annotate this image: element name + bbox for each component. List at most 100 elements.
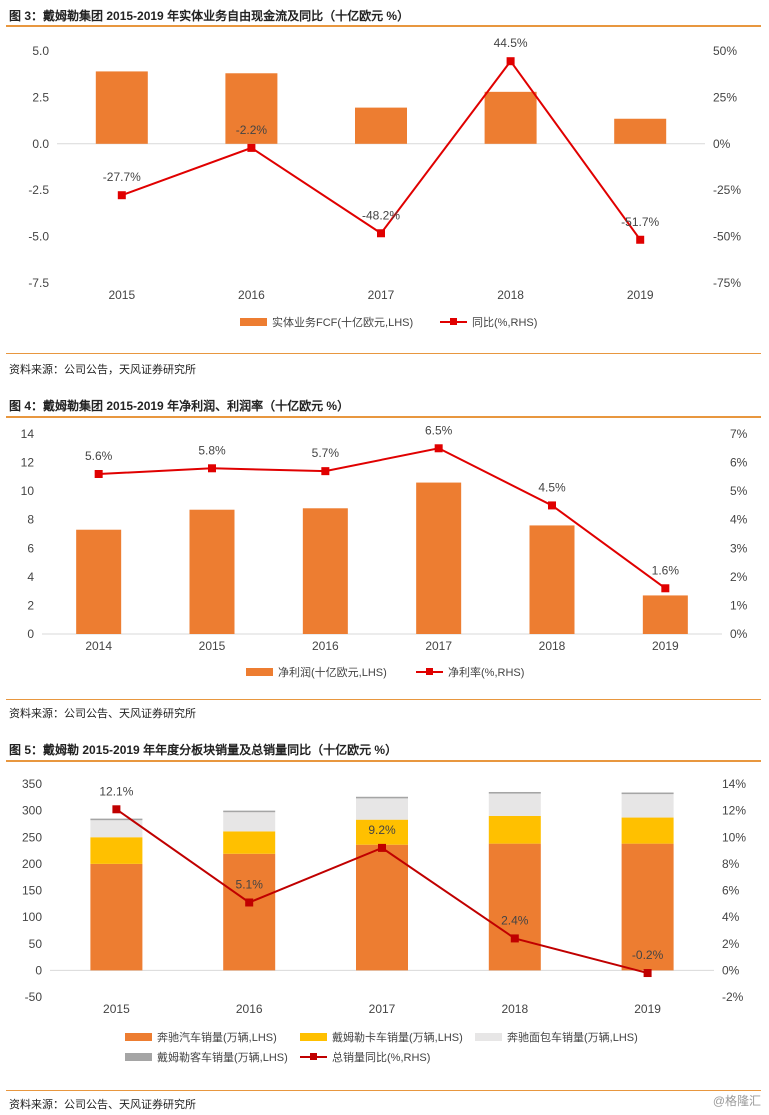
y-left-tick-label: 250	[22, 830, 42, 844]
y-right-tick-label: 3%	[730, 541, 748, 555]
line-point	[434, 444, 443, 453]
y-left-tick-label: 8	[27, 513, 34, 527]
figure-5-bottom-rule	[6, 1090, 761, 1091]
legend-swatch	[300, 1033, 327, 1041]
y-left-tick-label: 2	[27, 598, 34, 612]
y-right-tick-label: -75%	[713, 276, 741, 290]
figure-3-panel: 图 3：戴姆勒集团 2015-2019 年实体业务自由现金流及同比（十亿欧元 %…	[0, 0, 769, 376]
bar	[223, 812, 276, 832]
data-label: -27.7%	[103, 170, 141, 184]
data-label: -48.2%	[362, 208, 400, 222]
x-tick-label: 2017	[368, 288, 395, 302]
bar	[642, 595, 688, 634]
line-point	[661, 584, 670, 593]
legend-label: 戴姆勒卡车销量(万辆,LHS)	[332, 1030, 463, 1044]
bar	[484, 91, 537, 144]
y-right-tick-label: 6%	[722, 884, 740, 898]
legend-label: 实体业务FCF(十亿欧元,LHS)	[272, 315, 413, 329]
line-point	[377, 229, 385, 238]
legend-marker	[450, 318, 457, 325]
x-tick-label: 2015	[108, 288, 135, 302]
y-left-tick-label: -2.5	[28, 183, 49, 197]
x-tick-label: 2015	[199, 639, 226, 653]
figure-3-source: 资料来源：公司公告，天风证券研究所	[9, 364, 196, 376]
figure-5-source: 资料来源：公司公告、天风证券研究所	[9, 1099, 196, 1111]
x-tick-label: 2018	[539, 639, 566, 653]
x-tick-label: 2018	[497, 288, 524, 302]
y-left-tick-label: 0	[35, 963, 42, 977]
figure-4-panel: 图 4：戴姆勒集团 2015-2019 年净利润、利润率（十亿欧元 %） 14 1…	[0, 0, 769, 720]
figure-5-top-rule	[6, 760, 761, 762]
bar	[90, 818, 143, 821]
figure-4-source: 资料来源：公司公告、天风证券研究所	[9, 708, 196, 720]
y-left-tick-label: 350	[22, 777, 42, 791]
y-left-tick-label: 300	[22, 804, 42, 818]
x-tick-label: 2015	[103, 1002, 130, 1016]
bar	[621, 817, 674, 844]
legend-label: 奔驰面包车销量(万辆,LHS)	[507, 1030, 638, 1044]
y-left-tick-label: 100	[22, 910, 42, 924]
line-point	[94, 470, 103, 478]
figure-5-chart: 350 300 250 200 150 100 50 0 -50 14% 12% 10% 8% 6% 4% 2…	[22, 777, 746, 1064]
line-point	[636, 235, 645, 244]
y-right-tick-label: 1%	[730, 598, 748, 612]
y-left-tick-label: 12	[21, 456, 35, 470]
y-right-tick-label: -25%	[713, 183, 741, 197]
bar	[223, 853, 276, 971]
y-left-tick-label: -50	[25, 990, 43, 1004]
line-point	[117, 191, 126, 200]
y-right-tick-label: 14%	[722, 777, 746, 791]
data-label: 44.5%	[494, 36, 528, 50]
y-right-tick-label: 2%	[730, 570, 748, 584]
line-point	[506, 57, 515, 66]
data-label: -2.2%	[236, 123, 268, 137]
y-left-tick-label: 150	[22, 884, 42, 898]
data-label: -51.7%	[621, 215, 659, 229]
y-left-tick-label: 14	[21, 427, 35, 441]
legend-label: 净利率(%,RHS)	[448, 665, 524, 679]
legend-label: 戴姆勒客车销量(万辆,LHS)	[157, 1050, 288, 1064]
bar	[488, 791, 541, 794]
y-right-tick-label: -50%	[713, 230, 741, 244]
figure-3-bottom-rule	[6, 353, 761, 354]
y-right-tick-label: 50%	[713, 44, 737, 58]
legend-label: 总销量同比(%,RHS)	[332, 1050, 430, 1064]
bar	[355, 107, 407, 144]
y-right-tick-label: 7%	[730, 427, 748, 441]
x-tick-label: 2017	[369, 1002, 396, 1016]
line-point	[321, 467, 330, 476]
y-left-tick-label: 0.0	[32, 137, 49, 151]
data-label: 5.7%	[312, 446, 340, 460]
y-left-tick-label: 2.5	[32, 90, 49, 104]
line-point	[378, 843, 386, 852]
data-label: 4.5%	[538, 480, 566, 494]
y-left-tick-label: 50	[29, 937, 43, 951]
bar	[529, 525, 575, 634]
watermark: @格隆汇	[712, 1094, 761, 1108]
bar	[90, 863, 143, 971]
y-right-tick-label: 25%	[713, 90, 737, 104]
bar	[621, 843, 674, 971]
legend-marker	[310, 1053, 317, 1060]
legend-label: 同比(%,RHS)	[472, 316, 537, 329]
y-left-tick-label: 0	[27, 627, 34, 641]
figure-5-title: 图 5：戴姆勒 2015-2019 年年度分板块销量及总销量同比（十亿欧元 %）	[9, 743, 398, 757]
data-label: 9.2%	[368, 823, 396, 837]
data-label: 5.6%	[85, 449, 113, 463]
legend-label: 奔驰汽车销量(万辆,LHS)	[157, 1030, 277, 1044]
bar	[356, 819, 408, 845]
y-left-tick-label: 10	[21, 484, 35, 498]
bar	[356, 844, 408, 971]
bar	[356, 796, 408, 799]
x-tick-label: 2016	[312, 639, 339, 653]
line-series	[98, 447, 666, 590]
bar	[614, 118, 667, 144]
bar	[223, 810, 276, 813]
x-tick-label: 2019	[652, 639, 679, 653]
y-left-tick-label: 200	[22, 857, 42, 871]
bar	[90, 820, 143, 838]
x-tick-label: 2017	[425, 639, 452, 653]
data-label: 6.5%	[425, 423, 453, 437]
bar	[189, 509, 235, 634]
y-right-tick-label: 0%	[722, 963, 740, 977]
